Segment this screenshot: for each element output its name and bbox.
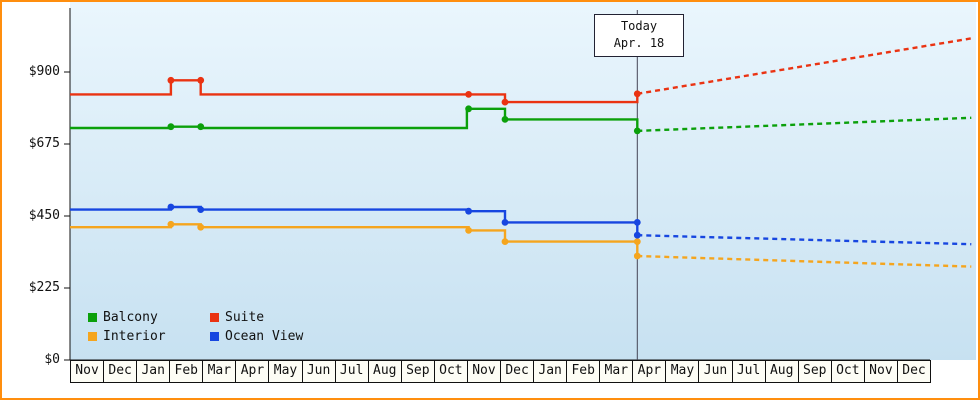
today-annotation: Today Apr. 18	[594, 14, 684, 57]
legend-label: Ocean View	[225, 329, 304, 344]
month-cell: Sep	[799, 361, 832, 382]
series-interior-marker	[197, 223, 205, 231]
series-interior-marker	[633, 252, 641, 260]
series-interior-marker	[633, 238, 641, 246]
month-cell: Feb	[567, 361, 601, 382]
series-ocean-view-marker	[167, 203, 175, 211]
month-cell: Aug	[766, 361, 799, 382]
month-cell: Jan	[137, 361, 171, 382]
legend-label: Interior	[103, 329, 166, 344]
y-axis-label: $675	[28, 136, 60, 151]
series-ocean-view-history-line	[70, 205, 639, 236]
legend-swatch-suite	[210, 313, 219, 322]
y-axis-label: $0	[44, 352, 60, 367]
legend-label: Suite	[225, 310, 265, 325]
legend-swatch-balcony	[88, 313, 97, 322]
legend-item-ocean-view: Ocean View	[210, 329, 303, 344]
series-ocean-view-marker	[501, 219, 509, 226]
month-cell: Jul	[336, 361, 369, 382]
series-interior-marker	[465, 227, 472, 234]
series-suite-marker	[167, 76, 175, 84]
series-ocean-view-marker	[633, 219, 641, 226]
series-suite-marker	[197, 76, 205, 84]
month-cell: Aug	[369, 361, 402, 382]
series-suite-forecast-line	[637, 37, 972, 95]
month-cell: Dec	[501, 361, 535, 382]
month-cell: Apr	[236, 361, 270, 382]
series-ocean-view-marker	[465, 207, 472, 215]
today-label-line2: Apr. 18	[613, 36, 665, 50]
month-cell: Jun	[699, 361, 733, 382]
series-balcony-marker	[197, 123, 205, 131]
month-cell: Dec	[104, 361, 138, 382]
legend: Balcony Suite Interior Ocean View	[88, 310, 303, 344]
month-cell: Mar	[600, 361, 634, 382]
series-ocean-view-marker	[633, 231, 641, 239]
month-cell: Nov	[468, 361, 502, 382]
month-cell: Jul	[733, 361, 766, 382]
series-balcony-marker	[167, 123, 175, 131]
legend-item-balcony: Balcony	[88, 310, 210, 325]
legend-item-interior: Interior	[88, 329, 210, 344]
month-cell: Jan	[534, 361, 568, 382]
month-cell: May	[666, 361, 700, 382]
month-cell: Feb	[170, 361, 204, 382]
legend-swatch-interior	[88, 332, 97, 341]
series-interior-marker	[501, 238, 509, 246]
y-axis-label: $225	[28, 280, 60, 295]
month-cell: Mar	[203, 361, 237, 382]
legend-item-suite: Suite	[210, 310, 303, 325]
series-interior-forecast-line	[637, 254, 972, 268]
legend-swatch-ocean-view	[210, 332, 219, 341]
series-balcony-history-line	[70, 107, 639, 131]
series-balcony-marker	[465, 105, 472, 113]
series-balcony-marker	[501, 116, 509, 123]
month-cell: Oct	[435, 361, 468, 382]
series-interior-marker	[167, 220, 175, 228]
series-balcony-forecast-line	[637, 116, 972, 133]
month-cell: Apr	[633, 361, 667, 382]
month-cell: Sep	[402, 361, 435, 382]
series-suite-marker	[501, 98, 509, 106]
month-cell: Oct	[832, 361, 865, 382]
month-cell: Dec	[902, 363, 926, 378]
series-interior-history-line	[70, 223, 639, 256]
today-label-line1: Today	[620, 19, 658, 33]
series-ocean-view-forecast-line	[637, 234, 972, 246]
y-axis-label: $900	[28, 64, 60, 79]
y-axis-label: $450	[28, 208, 60, 223]
month-cell: Nov	[71, 361, 105, 382]
series-ocean-view-marker	[197, 206, 205, 214]
series-suite-marker	[465, 91, 472, 98]
month-cell: Jun	[303, 361, 336, 382]
legend-label: Balcony	[103, 310, 158, 325]
month-cell: May	[269, 361, 303, 382]
series-suite-history-line	[70, 79, 639, 104]
series-suite-marker	[633, 90, 641, 98]
x-axis-month-row: Nov Dec Jan Feb Mar Apr May Jun Jul Aug Sep Oct Nov D…	[70, 360, 931, 383]
series-balcony-marker	[633, 127, 641, 135]
month-cell: Nov	[865, 361, 898, 382]
